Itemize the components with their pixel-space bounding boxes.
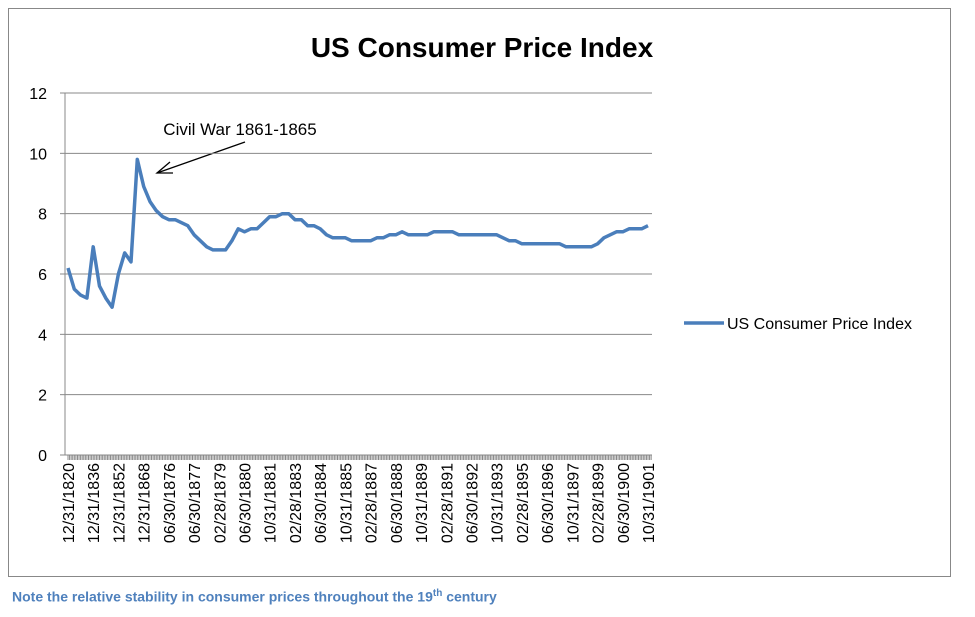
note-sup: th xyxy=(432,588,443,599)
x-tick-label: 12/31/1820 xyxy=(61,463,78,543)
x-tick-label: 10/31/1885 xyxy=(338,463,355,543)
x-tick-label: 12/31/1868 xyxy=(137,463,154,543)
y-tick-label: 12 xyxy=(29,86,47,103)
chart-title: US Consumer Price Index xyxy=(311,32,654,63)
legend-label: US Consumer Price Index xyxy=(727,316,912,333)
x-tick-label: 10/31/1881 xyxy=(263,463,280,543)
annotation-arrow xyxy=(156,141,246,174)
x-tick-label: 06/30/1900 xyxy=(616,463,633,543)
y-tick-label: 2 xyxy=(38,388,47,405)
y-tick-label: 6 xyxy=(38,267,47,284)
y-tick-label: 10 xyxy=(29,146,47,163)
x-tick-label: 12/31/1852 xyxy=(111,463,128,543)
x-tick-label: 02/28/1899 xyxy=(591,463,608,543)
x-tick-label: 02/28/1887 xyxy=(364,463,381,543)
x-tick-label: 10/31/1897 xyxy=(565,463,582,543)
x-tick-label: 06/30/1888 xyxy=(389,463,406,543)
x-tick-label: 06/30/1877 xyxy=(187,463,204,543)
x-tick-label: 06/30/1884 xyxy=(313,463,330,543)
x-tick-label: 06/30/1876 xyxy=(162,463,179,543)
x-tick-label: 06/30/1892 xyxy=(464,463,481,543)
y-tick-label: 0 xyxy=(38,448,47,465)
x-tick-label: 10/31/1893 xyxy=(490,463,507,543)
x-tick-label: 06/30/1896 xyxy=(540,463,557,543)
note-text: Note the relative stability in consumer … xyxy=(12,588,433,605)
x-tick-label: 10/31/1889 xyxy=(414,463,431,543)
y-tick-label: 8 xyxy=(38,207,47,224)
x-tick-label: 12/31/1836 xyxy=(86,463,103,543)
x-tick-label: 06/30/1880 xyxy=(238,463,255,543)
x-tick-label: 10/31/1901 xyxy=(641,463,658,543)
note-text: century xyxy=(442,588,497,605)
chart-border xyxy=(8,8,951,577)
series-line xyxy=(66,157,649,309)
note: Note the relative stability in consumer … xyxy=(12,588,497,605)
y-tick-label: 4 xyxy=(38,327,47,344)
x-tick-label: 02/28/1879 xyxy=(212,463,229,543)
arrow-head xyxy=(155,161,173,174)
x-tick-label: 02/28/1883 xyxy=(288,463,305,543)
annotation: Civil War 1861-1865 xyxy=(163,120,316,139)
x-tick-label: 02/28/1895 xyxy=(515,463,532,543)
x-tick-label: 02/28/1891 xyxy=(439,463,456,543)
